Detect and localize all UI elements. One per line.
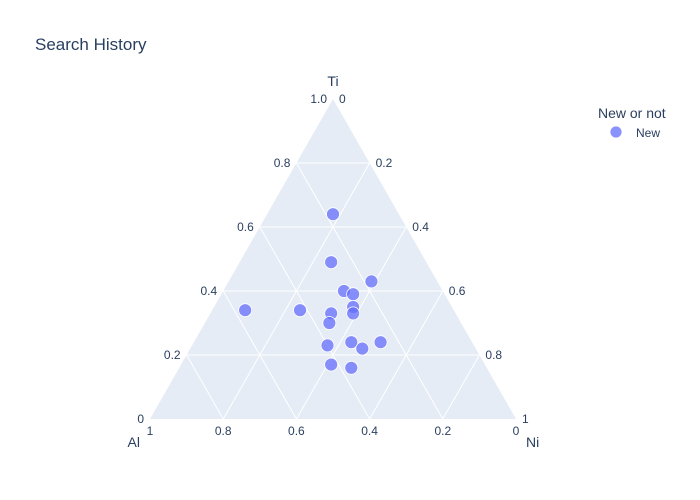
data-point	[238, 303, 253, 318]
grid-line-ni-0.6	[369, 290, 444, 420]
data-point	[373, 335, 388, 350]
data-point	[320, 338, 335, 353]
grid-line-ni-0.8	[442, 354, 480, 420]
grid-line-al-0.6	[222, 290, 297, 420]
data-point	[293, 303, 307, 318]
tick-label-al: 1	[147, 424, 154, 438]
tick-label-al: 0.6	[288, 424, 305, 438]
data-point	[364, 274, 379, 289]
tick-label-ni: 0.2	[376, 156, 393, 170]
scatter-points	[238, 207, 388, 375]
data-point	[324, 357, 339, 372]
tick-label-ti: 0	[137, 412, 144, 426]
tick-label-ti: 0.4	[201, 284, 218, 298]
axis-title-ti: Ti	[327, 73, 338, 89]
tick-label-ni: 1	[522, 412, 529, 426]
legend-title: New or not	[598, 105, 666, 121]
data-point	[324, 255, 339, 270]
tick-label-ni: 0.4	[412, 220, 429, 234]
tick-label-al: 0	[513, 424, 520, 438]
legend: New or not New	[598, 105, 666, 140]
grid-line-al-0.4	[259, 226, 371, 420]
data-point	[346, 287, 361, 302]
data-point	[344, 335, 359, 350]
legend-label-new: New	[636, 126, 660, 140]
tick-label-ti: 0.8	[274, 156, 291, 170]
tick-label-ni: 0	[339, 92, 346, 106]
tick-label-al: 0.2	[434, 424, 451, 438]
axis-title-al: Al	[128, 434, 140, 450]
tick-label-al: 0.4	[361, 424, 378, 438]
data-point	[344, 360, 359, 375]
tick-label-ni: 0.8	[485, 348, 502, 362]
data-point	[346, 306, 361, 321]
data-point	[326, 207, 340, 222]
data-point	[355, 341, 370, 356]
grid-line-ni-0.4	[295, 226, 407, 420]
data-point	[322, 316, 337, 330]
axis-title-ni: Ni	[526, 434, 539, 450]
legend-marker-new	[609, 125, 623, 139]
chart-title: Search History	[35, 35, 147, 54]
tick-label-ti: 0.6	[237, 220, 254, 234]
ternary-tick-labels: 0 0 0 0.2 0.2 0.2 0.4 0.4 0.4 0.6 0.6 0.6 0.8 0.8 0.8 1…	[137, 92, 529, 438]
tick-label-ti: 1.0	[310, 92, 327, 106]
ternary-gridlines	[186, 162, 480, 420]
grid-line-al-0.8	[186, 354, 224, 420]
tick-label-al: 0.8	[215, 424, 232, 438]
legend-item-new[interactable]: New	[609, 125, 660, 140]
tick-label-ti: 0.2	[164, 348, 181, 362]
tick-label-ni: 0.6	[449, 284, 466, 298]
